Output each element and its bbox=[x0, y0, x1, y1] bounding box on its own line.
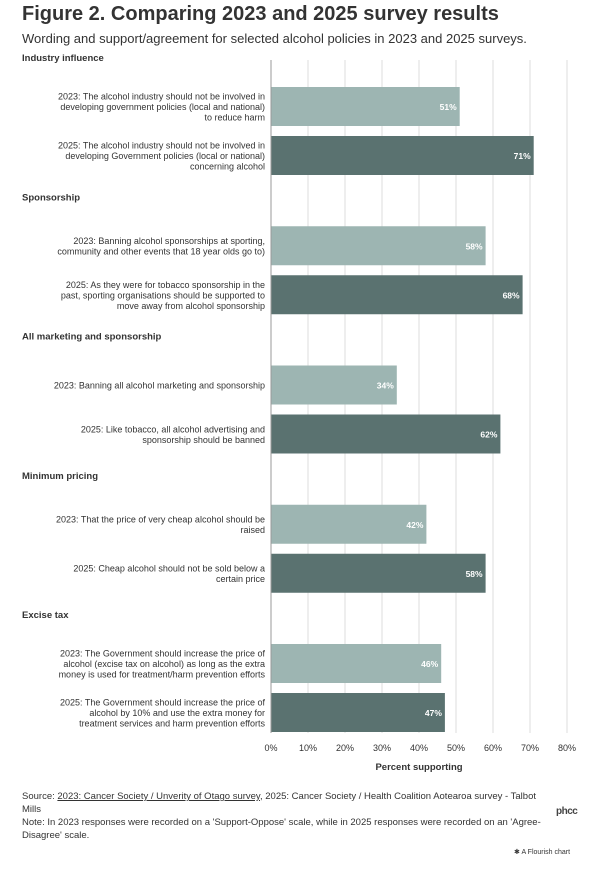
bar bbox=[271, 136, 534, 175]
bar bbox=[271, 504, 427, 544]
data-label: 62% bbox=[480, 430, 497, 440]
category-label-line: 2025: As they were for tobacco sponsorsh… bbox=[66, 280, 265, 290]
category-label-line: to reduce harm bbox=[204, 113, 265, 123]
bar bbox=[271, 644, 442, 683]
category-label: 2025: Like tobacco, all alcohol advertis… bbox=[81, 424, 265, 445]
category-label-line: 2023: That the price of very cheap alcoh… bbox=[56, 515, 265, 525]
source-link[interactable]: 2023: Cancer Society / Unverity of Otago… bbox=[57, 791, 260, 802]
category-label-line: developing government policies (local an… bbox=[60, 102, 265, 112]
data-label: 42% bbox=[406, 520, 423, 530]
flourish-credit-text: A Flourish chart bbox=[521, 849, 571, 856]
category-label: 2025: As they were for tobacco sponsorsh… bbox=[61, 280, 265, 311]
data-label: 68% bbox=[503, 290, 520, 300]
x-tick-label: 30% bbox=[373, 743, 391, 753]
x-axis-title: Percent supporting bbox=[375, 762, 462, 773]
source-line: Source: 2023: Cancer Society / Unverity … bbox=[22, 790, 552, 816]
x-tick-label: 0% bbox=[264, 743, 277, 753]
category-label: 2023: Banning all alcohol marketing and … bbox=[54, 381, 265, 391]
category-label-line: 2023: The Government should increase the… bbox=[60, 649, 265, 659]
category-label-line: 2025: The alcohol industry should not be… bbox=[58, 141, 265, 151]
bar bbox=[271, 414, 501, 454]
data-label: 71% bbox=[514, 151, 531, 161]
phcc-logo: phcc bbox=[556, 806, 578, 817]
category-label-line: treatment services and harm prevention e… bbox=[79, 719, 265, 729]
note-line: Note: In 2023 responses were recorded on… bbox=[22, 817, 541, 841]
data-label: 47% bbox=[425, 708, 442, 718]
data-label: 34% bbox=[377, 381, 394, 391]
data-label: 46% bbox=[421, 659, 438, 669]
category-label-line: 2025: Like tobacco, all alcohol advertis… bbox=[81, 424, 265, 434]
category-label-line: move away from alcohol sponsorship bbox=[117, 301, 265, 311]
bar bbox=[271, 87, 460, 126]
category-label-line: 2023: The alcohol industry should not be… bbox=[58, 92, 265, 102]
group-header: Sponsorship bbox=[22, 192, 80, 203]
category-label: 2025: The alcohol industry should not be… bbox=[58, 141, 265, 172]
x-tick-label: 80% bbox=[558, 743, 576, 753]
category-label-line: 2025: Cheap alcohol should not be sold b… bbox=[73, 564, 265, 574]
category-label: 2025: The Government should increase the… bbox=[60, 698, 265, 729]
category-label: 2023: Banning alcohol sponsorships at sp… bbox=[57, 236, 265, 257]
chart-subtitle: Wording and support/agreement for select… bbox=[22, 31, 527, 46]
source-rest: , 2025: Cancer Society / Health Coalitio… bbox=[22, 791, 536, 815]
category-label-line: 2023: Banning alcohol sponsorships at sp… bbox=[73, 236, 265, 246]
flourish-credit[interactable]: ✱ A Flourish chart bbox=[514, 848, 570, 856]
bar-chart: Industry influence 51% 2023: The alcohol i… bbox=[22, 53, 576, 773]
category-label-line: money is used for treatment/harm prevent… bbox=[59, 670, 266, 680]
chart-title: Figure 2. Comparing 2023 and 2025 survey… bbox=[22, 3, 499, 25]
category-label: 2023: The alcohol industry should not be… bbox=[58, 92, 265, 123]
category-label-line: 2023: Banning all alcohol marketing and … bbox=[54, 381, 265, 391]
bar bbox=[271, 693, 445, 732]
x-tick-label: 40% bbox=[410, 743, 428, 753]
category-label-line: sponsorship should be banned bbox=[142, 435, 265, 445]
data-label: 51% bbox=[440, 102, 457, 112]
x-tick-label: 60% bbox=[484, 743, 502, 753]
x-tick-label: 50% bbox=[447, 743, 465, 753]
group-header: Excise tax bbox=[22, 610, 69, 621]
bar bbox=[271, 226, 486, 266]
data-label: 58% bbox=[466, 569, 483, 579]
group-header: Minimum pricing bbox=[22, 471, 98, 482]
category-label-line: raised bbox=[240, 525, 265, 535]
category-label: 2023: That the price of very cheap alcoh… bbox=[56, 515, 265, 536]
bar bbox=[271, 275, 523, 315]
category-label-line: 2025: The Government should increase the… bbox=[60, 698, 265, 708]
chart-footer: Source: 2023: Cancer Society / Unverity … bbox=[22, 790, 552, 842]
category-label-line: past, sporting organisations should be s… bbox=[61, 290, 265, 300]
category-label-line: concerning alcohol bbox=[190, 162, 265, 172]
category-label-line: developing Government policies (local or… bbox=[65, 151, 265, 161]
category-label: 2025: Cheap alcohol should not be sold b… bbox=[73, 564, 265, 585]
x-tick-label: 20% bbox=[336, 743, 354, 753]
data-label: 58% bbox=[466, 241, 483, 251]
x-tick-label: 10% bbox=[299, 743, 317, 753]
category-label: 2023: The Government should increase the… bbox=[59, 649, 266, 680]
category-label-line: alcohol by 10% and use the extra money f… bbox=[89, 708, 265, 718]
group-header: Industry influence bbox=[22, 53, 104, 64]
bar bbox=[271, 553, 486, 593]
category-label-line: alcohol (excise tax on alcohol) as long … bbox=[63, 659, 265, 669]
source-prefix: Source: bbox=[22, 791, 58, 802]
flourish-icon: ✱ bbox=[514, 849, 520, 856]
group-header: All marketing and sponsorship bbox=[22, 332, 162, 343]
category-label-line: certain price bbox=[216, 574, 265, 584]
x-tick-label: 70% bbox=[521, 743, 539, 753]
category-label-line: community and other events that 18 year … bbox=[57, 247, 265, 257]
bar bbox=[271, 365, 397, 405]
